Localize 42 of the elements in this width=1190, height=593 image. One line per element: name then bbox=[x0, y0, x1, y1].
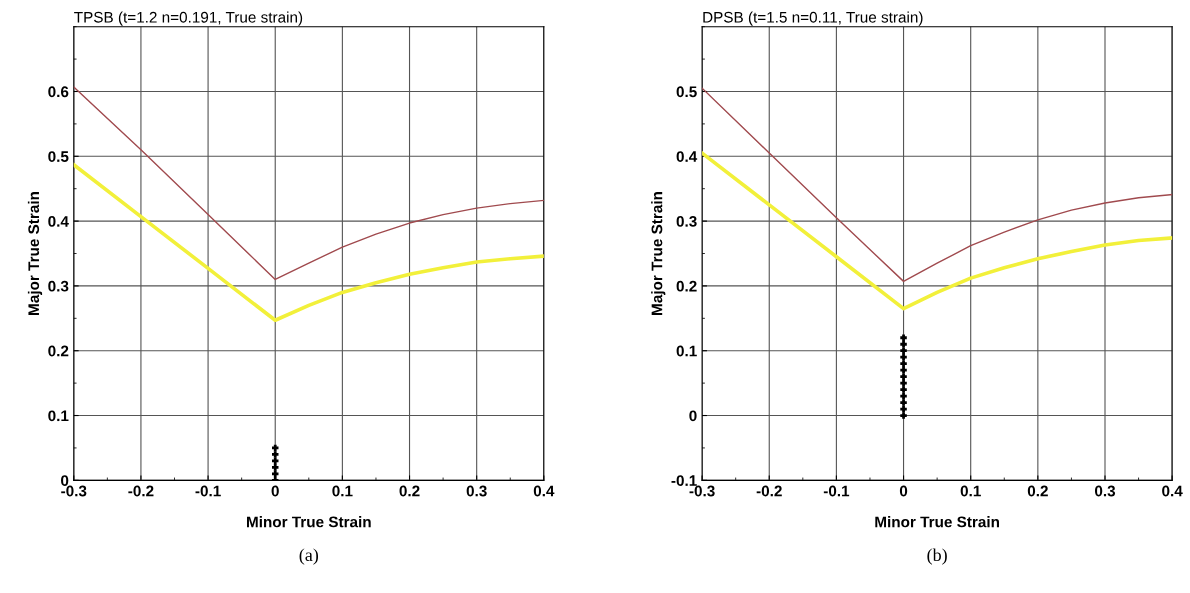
y-tick-label: 0.4 bbox=[676, 151, 698, 162]
x-tick-label: 0.3 bbox=[1094, 485, 1116, 497]
y-tick-label: 0.5 bbox=[48, 151, 69, 162]
y-tick-label: 0 bbox=[689, 410, 697, 422]
text: (a) bbox=[299, 548, 319, 565]
line-series bbox=[73, 86, 544, 281]
line-series bbox=[73, 162, 544, 323]
y-tick-label: 0.2 bbox=[676, 280, 697, 292]
y-tick-label: 0 bbox=[61, 475, 69, 487]
text: (b) bbox=[927, 548, 947, 565]
line-series bbox=[702, 151, 1173, 311]
y-axis-title: Major True Strain bbox=[27, 192, 43, 315]
x-axis-title: Minor True Strain bbox=[875, 516, 999, 528]
x-tick-label: 0.1 bbox=[960, 485, 981, 497]
line-series bbox=[702, 87, 1173, 283]
x-tick-label: 0.2 bbox=[399, 485, 420, 497]
y-tick-label: 0.3 bbox=[48, 280, 69, 292]
y-tick-label: 0.3 bbox=[676, 215, 697, 227]
y-tick-label: 0.5 bbox=[676, 86, 697, 98]
x-tick-label: 0.3 bbox=[466, 485, 487, 497]
chart-title: TPSB (t=1.2 n=0.191, True strain) bbox=[74, 11, 303, 26]
x-tick-label: -0.2 bbox=[128, 485, 154, 497]
x-tick-label: 0.4 bbox=[1162, 485, 1183, 497]
y-tick-label: 0.1 bbox=[676, 345, 697, 357]
y-tick-label: 0.6 bbox=[48, 86, 69, 98]
x-tick-label: -0.3 bbox=[61, 485, 87, 497]
x-tick-label: 0.2 bbox=[1027, 485, 1048, 497]
x-tick-label: 0 bbox=[271, 485, 279, 497]
x-tick-label: -0.1 bbox=[195, 485, 221, 497]
x-tick-label: -0.1 bbox=[823, 485, 850, 497]
x-tick-label: -0.3 bbox=[689, 485, 715, 497]
y-tick-label: 0.1 bbox=[48, 410, 69, 422]
y-tick-label: -0.1 bbox=[671, 475, 697, 487]
y-tick-label: 0.4 bbox=[48, 215, 69, 227]
y-tick-label: 0.2 bbox=[48, 345, 69, 357]
x-tick-label: 0 bbox=[899, 485, 908, 497]
x-tick-label: -0.2 bbox=[756, 485, 782, 497]
x-axis-title: Minor True Strain bbox=[247, 516, 371, 528]
y-axis-title: Major True Strain bbox=[651, 192, 666, 315]
x-tick-label: 0.4 bbox=[533, 485, 555, 497]
x-tick-label: 0.1 bbox=[332, 485, 353, 497]
chart-title: DPSB (t=1.5 n=0.11, True strain) bbox=[703, 11, 923, 26]
